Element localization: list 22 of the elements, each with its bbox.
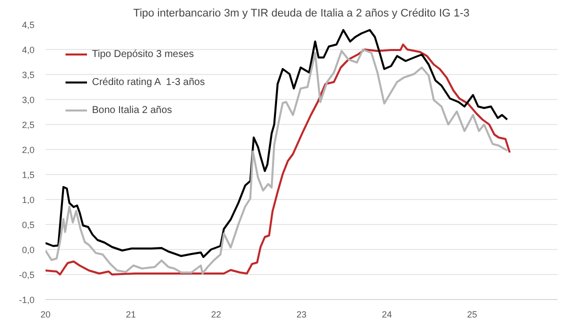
chart-title: Tipo interbancario 3m y TIR deuda de Italia a 2 años y Crédito IG 1-3 bbox=[133, 8, 470, 20]
x-tick-label: 22 bbox=[211, 310, 222, 320]
x-tick-label: 24 bbox=[382, 310, 392, 320]
y-tick-label: 2,0 bbox=[22, 145, 35, 155]
x-tick-label: 20 bbox=[40, 310, 51, 320]
y-tick-label: -0,5 bbox=[18, 270, 35, 280]
y-tick-label: 1,0 bbox=[22, 195, 35, 205]
x-tick-label: 21 bbox=[126, 310, 136, 320]
y-tick-label: 0,5 bbox=[22, 220, 35, 230]
legend-label: Crédito rating A 1-3 años bbox=[92, 76, 205, 88]
y-tick-label: 4,5 bbox=[22, 20, 35, 30]
y-tick-label: 3,5 bbox=[22, 70, 35, 80]
y-tick-label: 4,0 bbox=[22, 45, 35, 55]
legend-label: Bono Italia 2 años bbox=[92, 104, 172, 116]
y-tick-label: 0,0 bbox=[22, 245, 35, 255]
y-tick-label: 3,0 bbox=[22, 95, 35, 105]
y-tick-label: 1,5 bbox=[22, 170, 35, 180]
y-tick-label: -1,0 bbox=[18, 295, 35, 305]
x-tick-label: 23 bbox=[296, 310, 307, 320]
legend-label: Tipo Depósito 3 meses bbox=[92, 48, 194, 60]
y-tick-label: 2,5 bbox=[22, 120, 35, 130]
x-tick-label: 25 bbox=[467, 310, 478, 320]
